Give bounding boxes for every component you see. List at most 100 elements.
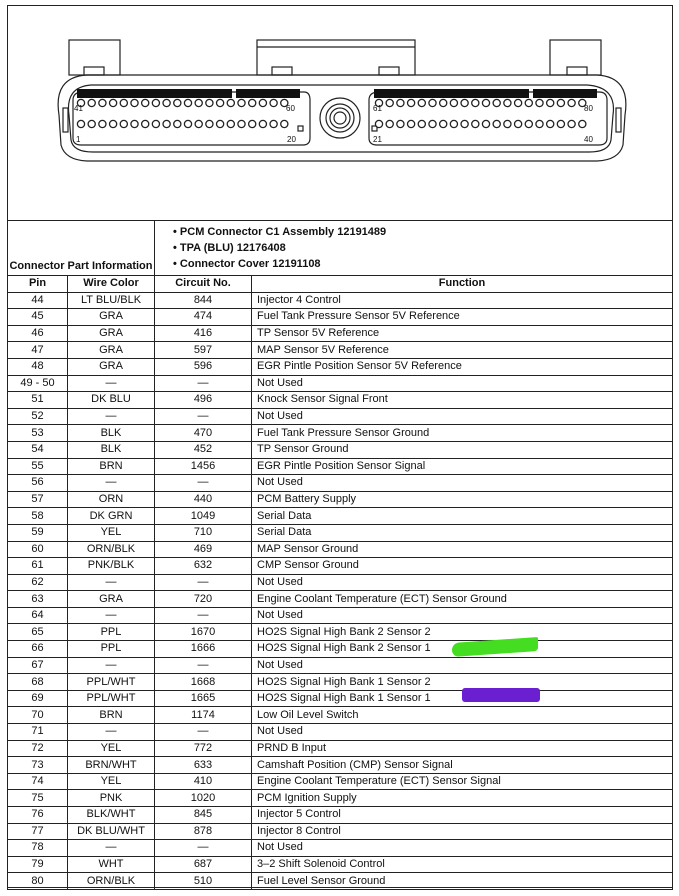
pin-socket [428, 98, 437, 108]
pin-socket [237, 98, 246, 108]
wire-color-cell: GRA [67, 308, 155, 326]
pin-socket [119, 119, 129, 129]
circuit-cell: — [154, 723, 252, 741]
pin-socket [87, 98, 96, 108]
wire-color-cell: PNK/BLK [67, 557, 155, 575]
circuit-cell: 510 [154, 872, 252, 890]
table-row: 57 ORN 440 PCM Battery Supply [7, 490, 673, 509]
pin-socket [460, 98, 469, 108]
wire-color-cell: — [67, 474, 155, 492]
wire-color-cell: PPL [67, 640, 155, 658]
function-cell: Injector 4 Control [251, 291, 673, 310]
circuit-cell: 1666 [154, 640, 252, 658]
table-row: 51 DK BLU 496 Knock Sensor Signal Front [7, 391, 673, 409]
pin-socket [183, 98, 193, 108]
pin-array [76, 98, 587, 129]
function-cell: Serial Data [251, 523, 673, 542]
pin-socket [524, 98, 534, 108]
circuit-cell: 440 [154, 490, 252, 509]
circuit-cell: 632 [154, 557, 252, 575]
function-cell: Not Used [251, 606, 673, 625]
circuit-cell: 845 [154, 806, 252, 824]
pin-socket [438, 98, 448, 108]
pin-socket [417, 98, 427, 108]
circuit-cell: 452 [154, 440, 252, 459]
table-row: 52— — Not Used [7, 407, 673, 426]
pin-socket [151, 98, 161, 108]
circuit-cell: 596 [154, 357, 252, 376]
table-row: 76 BLK/WHT 845 Injector 5 Control [7, 806, 673, 824]
pin-socket [140, 98, 150, 108]
pin-cell: 49 - 50 [7, 374, 68, 393]
purple-highlighter-mark [462, 688, 540, 702]
function-cell: Not Used [251, 656, 673, 675]
pin-socket [269, 98, 278, 108]
wire-color-cell: BRN [67, 706, 155, 725]
pin-socket [108, 98, 118, 108]
function-cell: Low Oil Level Switch [251, 706, 673, 725]
pin-socket [194, 119, 203, 129]
function-cell: Not Used [251, 474, 673, 492]
pin-cell: 58 [7, 507, 68, 525]
pin-label: 60 [286, 104, 295, 113]
pin-cell: 56 [7, 474, 68, 492]
wire-color-cell: GRA [67, 341, 155, 359]
pin-cell: 78 [7, 839, 68, 857]
pin-socket [226, 98, 236, 108]
wire-color-cell: PPL/WHT [67, 673, 155, 691]
pin-socket [258, 119, 268, 129]
function-cell: TP Sensor 5V Reference [251, 324, 673, 343]
pin-cell: 52 [7, 407, 68, 426]
wire-color-cell: — [67, 606, 155, 625]
function-cell: Not Used [251, 723, 673, 741]
function-cell: Not Used [251, 839, 673, 857]
pin-cell: 80 [7, 872, 68, 890]
pin-socket [513, 98, 523, 108]
table-row: 67— — Not Used [7, 656, 673, 675]
circuit-cell: 410 [154, 772, 252, 791]
table-row: 77 DK BLU/WHT 878 Injector 8 Control [7, 822, 673, 841]
connector-info-list: PCM Connector C1 Assembly 12191489 TPA (… [154, 220, 673, 276]
connector-diagram: 41 60 1 20 61 80 21 40 [57, 39, 627, 162]
pin-socket [481, 98, 491, 108]
pin-socket [492, 98, 501, 108]
pin-socket [119, 98, 129, 108]
pin-socket [481, 119, 491, 129]
pin-socket [460, 119, 469, 129]
pin-cell: 70 [7, 706, 68, 725]
table-row: 46 GRA 416 TP Sensor 5V Reference [7, 324, 673, 343]
pin-cell: 79 [7, 855, 68, 874]
circuit-cell: — [154, 606, 252, 625]
function-cell: Fuel Level Sensor Ground [251, 872, 673, 890]
pin-cell: 51 [7, 391, 68, 409]
pin-label: 61 [373, 104, 382, 113]
wire-color-cell: BLK [67, 440, 155, 459]
pin-socket [567, 119, 576, 129]
circuit-cell: 1668 [154, 673, 252, 691]
key-bar [77, 89, 232, 98]
table-row: 79 WHT 687 3–2 Shift Solenoid Control [7, 855, 673, 874]
header-row: Pin Wire Color Circuit No. Function [7, 275, 673, 293]
center-bolt-outer [319, 97, 361, 139]
info-item: TPA (BLU) 12176408 [173, 240, 672, 256]
pin-socket [108, 119, 118, 129]
wire-color-cell: YEL [67, 772, 155, 791]
header-pin: Pin [7, 275, 68, 293]
circuit-cell: — [154, 407, 252, 426]
wire-color-cell: YEL [67, 523, 155, 542]
pin-cell: 48 [7, 357, 68, 376]
table-row: 65 PPL 1670 HO2S Signal High Bank 2 Sensor … [7, 623, 673, 642]
function-cell: Engine Coolant Temperature (ECT) Sensor … [251, 772, 673, 791]
pin-socket [98, 98, 107, 108]
wire-color-cell: GRA [67, 324, 155, 343]
pin-socket [76, 98, 86, 108]
pin-socket [162, 98, 171, 108]
info-item: PCM Connector C1 Assembly 12191489 [173, 224, 672, 240]
table-row: 68 PPL/WHT 1668 HO2S Signal High Bank 1 Sen… [7, 673, 673, 691]
table-row: 59 YEL 710 Serial Data [7, 523, 673, 542]
table-row: 44 LT BLU/BLK 844 Injector 4 Control [7, 291, 673, 310]
table-row: 70 BRN 1174 Low Oil Level Switch [7, 706, 673, 725]
pin-cell: 67 [7, 656, 68, 675]
pin-cell: 73 [7, 756, 68, 774]
pin-cell: 68 [7, 673, 68, 691]
